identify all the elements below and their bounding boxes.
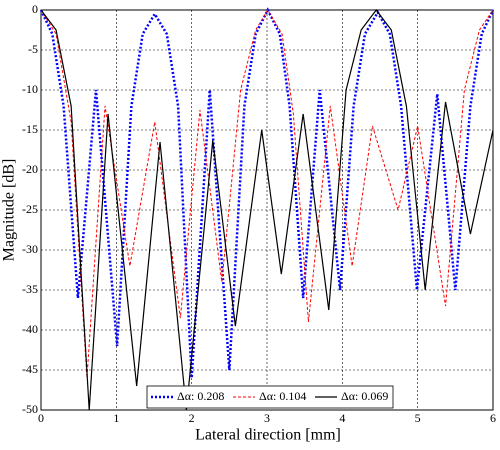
y-tick-label: 0 — [32, 2, 38, 16]
y-tick-label: -10 — [22, 82, 38, 96]
y-tick-label: -15 — [22, 122, 38, 136]
x-tick-label: 4 — [339, 411, 345, 425]
y-tick-label: -40 — [22, 322, 38, 336]
y-tick-label: -25 — [22, 202, 38, 216]
x-axis-label: Lateral direction [mm] — [195, 427, 341, 444]
x-tick-label: 6 — [490, 411, 496, 425]
legend-box — [146, 385, 394, 409]
x-tick-label: 0 — [38, 411, 44, 425]
legend-label: Δα: 0.208 — [177, 389, 224, 403]
y-tick-label: -45 — [22, 362, 38, 376]
y-tick-label: -50 — [22, 402, 38, 416]
legend-label: Δα: 0.104 — [259, 389, 306, 403]
legend-label: Δα: 0.069 — [341, 389, 388, 403]
y-tick-label: -30 — [22, 242, 38, 256]
y-tick-label: -35 — [22, 282, 38, 296]
y-axis-label: Magnitude [dB] — [1, 159, 18, 262]
x-tick-label: 2 — [189, 411, 195, 425]
y-tick-label: -5 — [28, 42, 38, 56]
x-tick-label: 1 — [113, 411, 119, 425]
x-tick-label: 3 — [264, 411, 270, 425]
x-tick-label: 5 — [415, 411, 421, 425]
y-tick-label: -20 — [22, 162, 38, 176]
series-line — [40, 9, 494, 379]
plot-frame — [40, 9, 494, 411]
series-line — [40, 9, 494, 411]
